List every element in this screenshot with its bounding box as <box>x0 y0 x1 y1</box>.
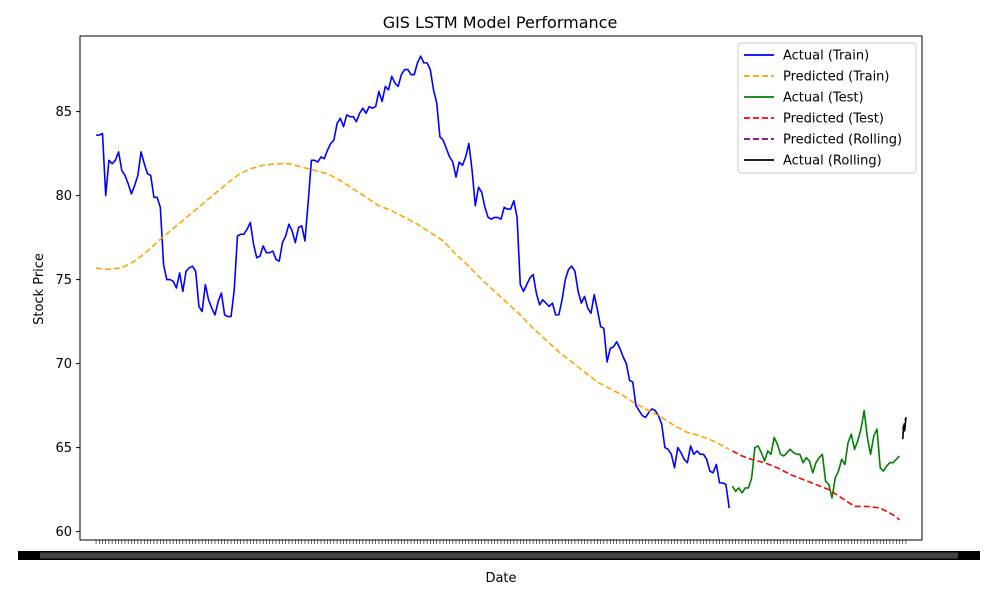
y-axis: 60 65 70 75 80 85 <box>55 105 80 540</box>
legend-label: Actual (Rolling) <box>783 154 882 169</box>
legend-label: Predicted (Rolling) <box>783 133 902 148</box>
legend: Actual (Train) Predicted (Train) Actual (T… <box>737 42 917 174</box>
legend-box <box>737 42 917 174</box>
legend-label: Predicted (Test) <box>783 112 884 127</box>
plot-area <box>95 55 907 521</box>
y-tick-label: 80 <box>55 189 72 204</box>
series-line-1 <box>95 162 730 450</box>
series-line-2 <box>731 409 901 499</box>
legend-label: Actual (Train) <box>783 49 869 64</box>
y-axis-label: Stock Price <box>32 253 47 325</box>
chart-title: GIS LSTM Model Performance <box>383 13 618 32</box>
x-tick-label-strip <box>18 551 980 560</box>
y-tick-label: 85 <box>55 105 72 120</box>
series-line-0 <box>96 55 730 509</box>
series-line-5 <box>901 417 907 440</box>
y-tick-label: 70 <box>55 357 72 372</box>
legend-label: Predicted (Train) <box>783 70 890 85</box>
y-tick-label: 75 <box>55 273 72 288</box>
series-line-3 <box>732 450 900 521</box>
x-axis <box>18 540 980 560</box>
y-tick-label: 60 <box>55 525 72 540</box>
x-tick-labels-overlap-inner <box>40 552 958 559</box>
legend-label: Actual (Test) <box>783 91 864 106</box>
x-axis-label: Date <box>485 571 516 586</box>
y-tick-label: 65 <box>55 441 72 456</box>
